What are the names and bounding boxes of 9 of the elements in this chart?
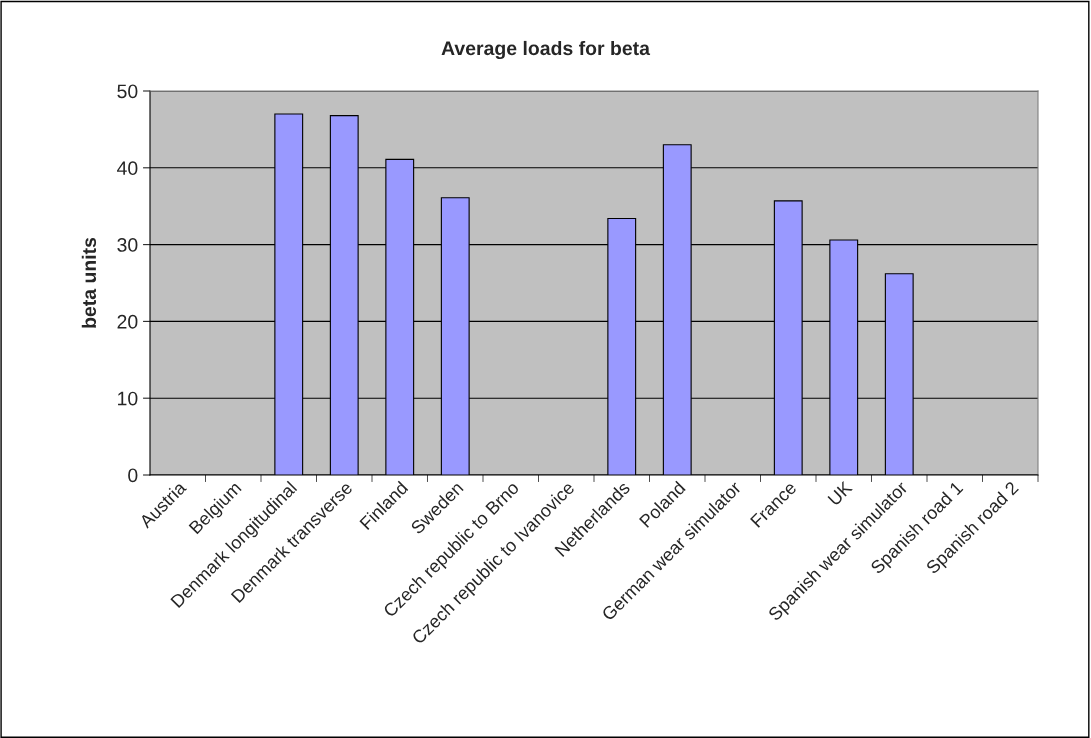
y-tick-label: 10 xyxy=(118,391,138,406)
y-tick-label: 30 xyxy=(117,238,138,252)
y-tick-label: 50 xyxy=(117,84,138,99)
x-tick-label: UK xyxy=(827,480,853,506)
y-axis-title: beta units xyxy=(81,237,97,328)
y-tick-label: 20 xyxy=(117,314,138,329)
chart-title: Average loads for beta xyxy=(441,40,651,60)
y-tick-label: 40 xyxy=(117,161,138,176)
y-tick-label: 0 xyxy=(128,468,138,483)
